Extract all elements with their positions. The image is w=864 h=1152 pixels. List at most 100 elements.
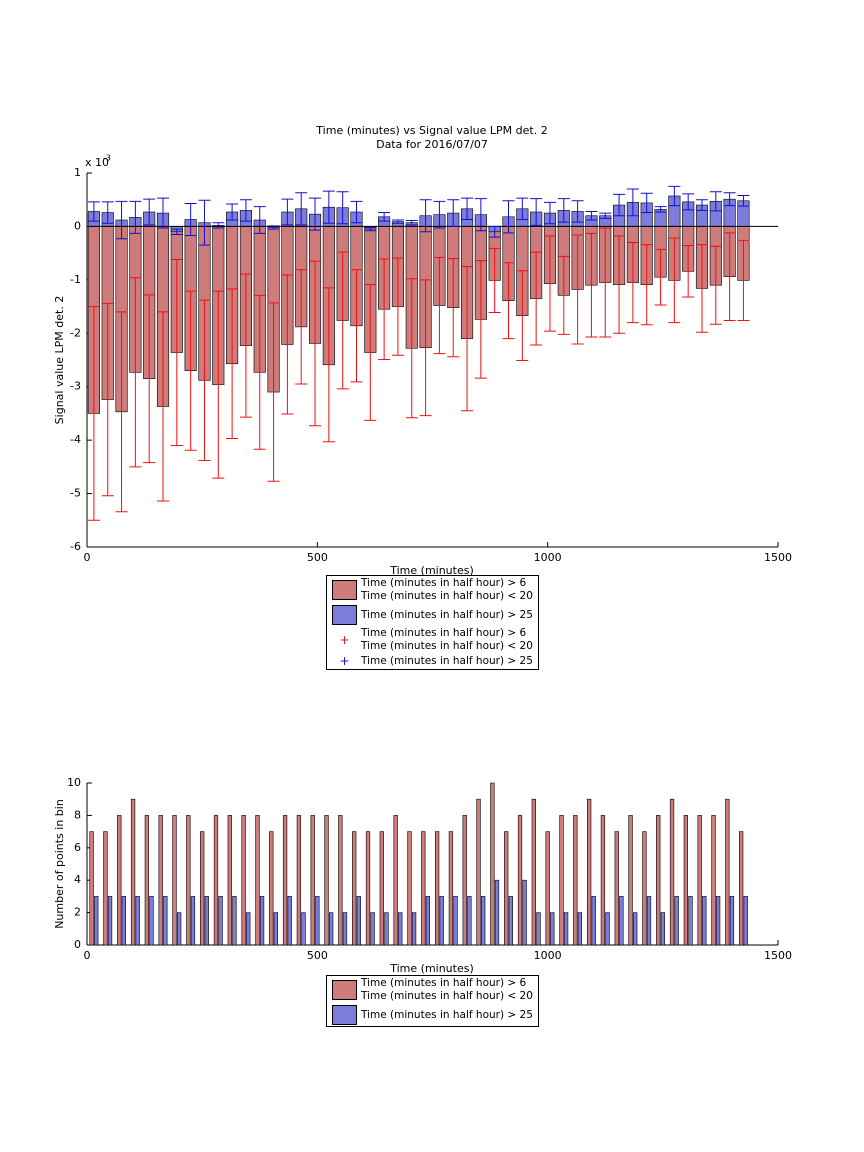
bar [421, 831, 426, 946]
error-bar [101, 302, 114, 497]
error-bar [378, 258, 391, 360]
error-bar [336, 191, 349, 225]
error-bar [502, 262, 515, 340]
error-bar [682, 245, 695, 298]
y-multiplier: x 10 [85, 156, 109, 169]
legend-label: Time (minutes in half hour) > 25 [361, 1008, 533, 1021]
error-bar [461, 197, 474, 220]
error-bar [212, 222, 225, 229]
error-bar [322, 287, 335, 443]
bar [642, 831, 647, 946]
bar [370, 912, 375, 946]
bar [683, 815, 689, 946]
bar [619, 896, 624, 946]
error-bar [668, 237, 681, 324]
error-bar [198, 199, 211, 246]
bar [674, 896, 679, 946]
legend-marker: + [339, 654, 350, 668]
x-tick-label: 1500 [764, 949, 792, 962]
bar [411, 912, 417, 946]
error-bar [447, 257, 460, 358]
y-tick-label: 2 [74, 906, 81, 919]
error-bar [695, 244, 708, 333]
bar [563, 912, 569, 946]
y-tick-label: -4 [70, 433, 81, 446]
bar [688, 896, 693, 946]
error-bar [571, 200, 584, 223]
x-tick-label: 1000 [534, 551, 562, 564]
bar [504, 831, 509, 946]
legend-swatch [332, 980, 357, 1000]
error-bar [378, 212, 391, 222]
bar [158, 815, 163, 946]
y-tick-label: 10 [67, 776, 81, 789]
error-bar [239, 199, 252, 222]
bar [121, 896, 126, 946]
error-bar [391, 219, 404, 224]
error-bar [281, 274, 294, 415]
bar [743, 896, 748, 946]
error-bar [212, 290, 225, 479]
chart-title: Time (minutes) vs Signal value LPM det. … [315, 124, 547, 137]
error-bar [474, 198, 487, 232]
error-bar [585, 232, 598, 338]
bar [633, 912, 638, 946]
bar [200, 831, 205, 946]
bar [296, 815, 302, 946]
error-bar [309, 260, 322, 427]
bar [439, 896, 444, 946]
error-bar [419, 199, 432, 233]
y-axis-label: Number of points in bin [53, 799, 66, 929]
bar [273, 912, 279, 946]
y-multiplier-exponent: -3 [103, 154, 111, 163]
bar [130, 798, 136, 946]
error-bar [737, 194, 750, 207]
error-bar [599, 227, 612, 338]
error-bar [613, 235, 626, 334]
error-bar [419, 279, 432, 417]
legend-entry: Time (minutes in half hour) > 6 Time (mi… [327, 576, 538, 604]
error-bar [184, 290, 197, 451]
error-bar [143, 294, 156, 464]
error-bar [682, 193, 695, 211]
bar [545, 831, 550, 946]
error-bar [488, 225, 501, 238]
bar [218, 896, 223, 946]
bar [448, 831, 454, 946]
y-tick-label: -1 [70, 273, 81, 286]
bar [190, 896, 196, 946]
error-bar [599, 212, 612, 219]
error-bar [626, 188, 639, 217]
bar [103, 831, 108, 946]
bar [393, 815, 398, 946]
error-bar [530, 198, 543, 226]
bar [605, 912, 610, 946]
bar [135, 896, 140, 946]
legend-swatch [332, 605, 357, 625]
legend-swatch [332, 580, 357, 600]
error-bar [433, 200, 446, 229]
bar [536, 912, 541, 946]
bar [232, 896, 237, 946]
error-bar [281, 198, 294, 226]
error-bar [267, 225, 280, 230]
bar [89, 831, 94, 946]
legend-entry: Time (minutes in half hour) > 25 [327, 1004, 538, 1026]
error-bar [143, 198, 156, 226]
bar [356, 896, 361, 946]
error-bar [267, 302, 280, 482]
bar [324, 815, 329, 946]
error-bar [668, 185, 681, 207]
legend-swatch [332, 1005, 357, 1025]
bar [407, 831, 412, 946]
error-bar [198, 299, 211, 461]
bar [301, 912, 306, 946]
bar [702, 896, 707, 946]
error-bar [322, 190, 335, 224]
legend: Time (minutes in half hour) > 6 Time (mi… [326, 575, 539, 670]
bar [531, 798, 536, 946]
bar [729, 896, 735, 946]
y-tick-label: 0 [74, 219, 81, 232]
bar [725, 798, 730, 946]
